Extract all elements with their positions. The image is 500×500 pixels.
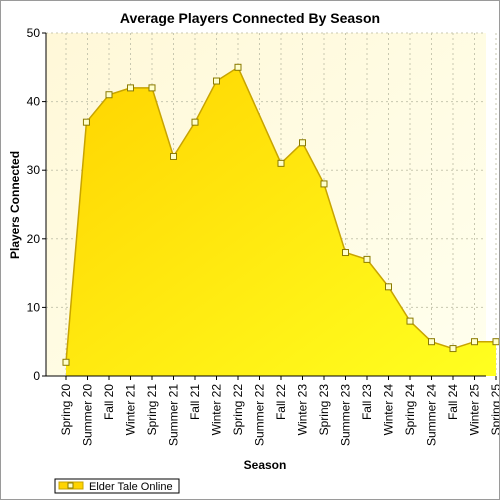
data-point-marker [299, 139, 306, 147]
series-area [65, 66, 496, 377]
data-point-marker [62, 358, 70, 366]
legend: Elder Tale Online [54, 478, 180, 494]
data-point-marker [471, 338, 478, 346]
x-tick-label: Spring 24 [403, 384, 417, 436]
data-point-marker [127, 84, 134, 92]
y-axis-title: Players Connected [8, 151, 22, 259]
y-axis-ticks: 0 10 20 30 40 50 [27, 26, 46, 383]
data-point-marker [191, 118, 199, 126]
series-markers [62, 63, 499, 366]
chart-title: Average Players Connected By Season [120, 10, 380, 26]
y-tick-label: 50 [27, 26, 41, 40]
y-tick-label: 20 [27, 232, 41, 246]
x-tick-label: Fall 23 [360, 384, 374, 420]
x-tick-label: Summer 20 [81, 384, 95, 446]
data-point-marker [449, 345, 457, 353]
legend-label: Elder Tale Online [89, 481, 173, 493]
y-tick-label: 40 [27, 95, 41, 109]
legend-marker-icon [67, 482, 74, 489]
series-line [65, 66, 496, 363]
x-tick-label: Fall 24 [446, 384, 460, 420]
x-tick-label: Spring 25 [489, 384, 499, 436]
data-point-marker [148, 84, 156, 92]
data-point-marker [213, 77, 220, 85]
data-point-marker [277, 159, 285, 167]
x-tick-label: Spring 23 [317, 384, 331, 436]
y-tick-label: 30 [27, 163, 41, 177]
x-axis-ticks: Spring 20 Summer 20 Fall 20 Winter 21 Spring… [59, 376, 499, 446]
x-tick-label: Fall 22 [274, 384, 288, 420]
x-tick-label: Fall 21 [188, 384, 202, 420]
data-point-marker [342, 249, 349, 257]
x-tick-label: Fall 20 [102, 384, 116, 420]
data-point-marker [234, 63, 242, 71]
data-point-marker [385, 283, 392, 291]
y-tick-label: 10 [27, 300, 41, 314]
legend-box [54, 478, 180, 494]
series-area-fill [66, 67, 496, 377]
data-point-marker [105, 91, 113, 99]
data-point-marker [320, 180, 328, 188]
x-tick-label: Summer 23 [339, 384, 353, 446]
y-tick-label: 0 [33, 369, 40, 383]
x-tick-label: Summer 22 [253, 384, 267, 446]
x-tick-label: Winter 25 [468, 384, 482, 436]
x-tick-label: Winter 22 [210, 384, 224, 436]
x-tick-label: Summer 21 [167, 384, 181, 446]
x-tick-label: Winter 21 [124, 384, 138, 436]
x-tick-label: Spring 22 [231, 384, 245, 436]
x-tick-label: Winter 24 [382, 384, 396, 436]
x-axis-title: Season [244, 458, 287, 472]
x-tick-label: Summer 24 [425, 384, 439, 446]
x-tick-label: Spring 21 [145, 384, 159, 436]
data-point-marker [82, 118, 90, 126]
x-tick-label: Spring 20 [59, 384, 73, 436]
x-tick-label: Winter 23 [296, 384, 310, 436]
data-point-marker [363, 255, 371, 263]
data-point-marker [492, 338, 499, 346]
data-point-marker [428, 338, 435, 346]
data-point-marker [406, 317, 414, 325]
data-point-marker [170, 152, 177, 160]
